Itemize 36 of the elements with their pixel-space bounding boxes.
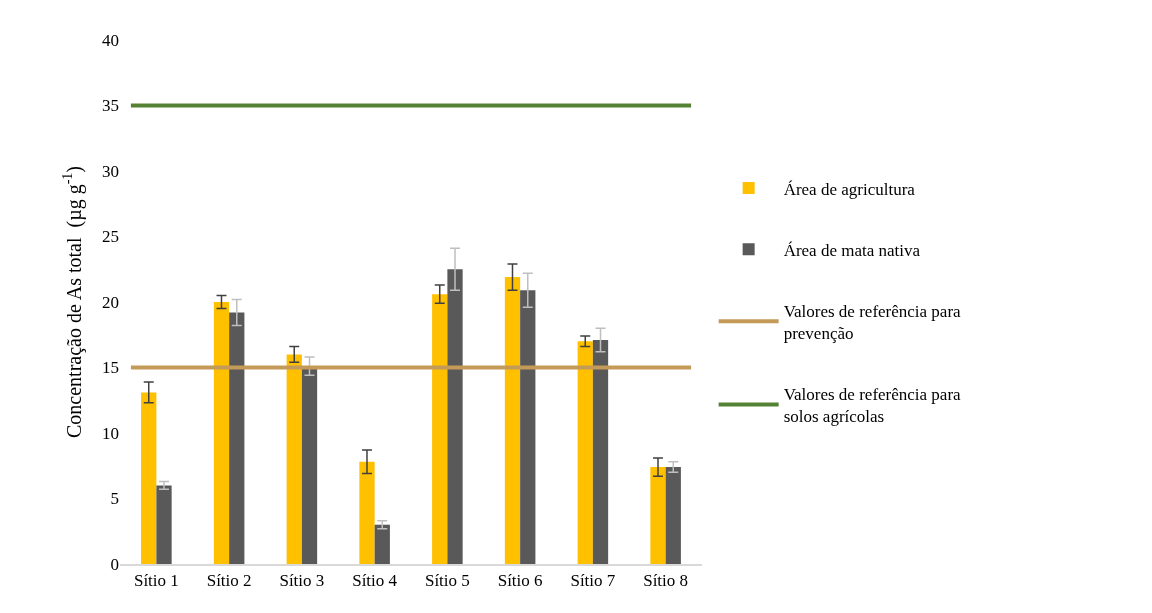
bar: [359, 461, 375, 564]
y-tick-label: 20: [102, 292, 119, 312]
y-tick-label: 40: [102, 30, 119, 50]
legend-label: Valores de referência para solos agrícolas: [783, 385, 962, 427]
bar: [577, 341, 593, 564]
bar: [286, 354, 302, 564]
legend-label: Área de agricultura: [783, 179, 916, 199]
y-tick-label: 30: [102, 161, 119, 181]
bar: [520, 290, 536, 564]
bar: [432, 294, 448, 564]
x-tick-label: Sítio 6: [497, 571, 543, 591]
x-tick-label: Sítio 4: [352, 571, 398, 591]
bar: [374, 524, 390, 564]
y-tick-label: 0: [110, 554, 119, 574]
x-tick-label: Sítio 1: [133, 571, 179, 591]
bar: [229, 312, 245, 564]
bar: [650, 467, 666, 564]
y-tick-label: 15: [102, 358, 119, 378]
bar: [213, 302, 230, 564]
bar: [156, 485, 172, 564]
x-tick-label: Sítio 7: [570, 571, 616, 591]
x-tick-label: Sítio 2: [206, 571, 252, 591]
bar: [665, 467, 681, 564]
legend-label: Área de mata nativa: [783, 240, 921, 260]
x-tick-label: Sítio 3: [279, 571, 325, 591]
x-tick-label: Sítio 8: [643, 571, 689, 591]
y-tick-label: 10: [102, 423, 119, 443]
bar: [447, 269, 463, 564]
bar: [592, 339, 609, 564]
x-tick-label: Sítio 5: [424, 571, 470, 591]
legend-label: Valores de referência para prevenção: [783, 301, 962, 343]
y-tick-label: 5: [110, 489, 119, 509]
y-tick-label: 35: [102, 96, 119, 116]
bar: [141, 392, 157, 564]
y-tick-label: 25: [102, 227, 119, 247]
bar: [504, 277, 521, 564]
